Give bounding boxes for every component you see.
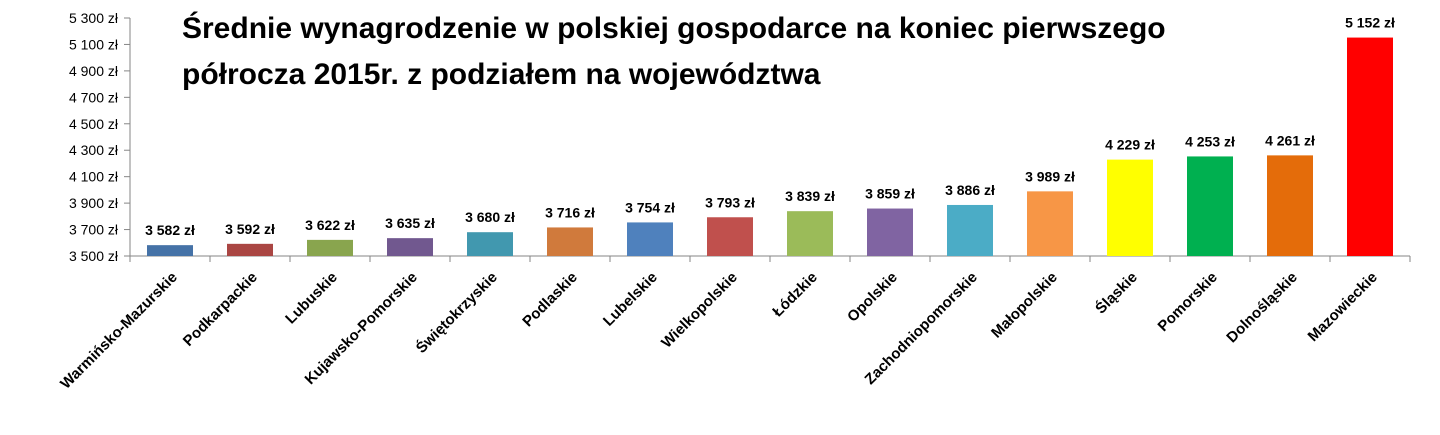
chart-title-line-2: półrocza 2015r. z podziałem na województ… [182,58,821,91]
category-label: Lubelskie [600,269,661,330]
x-axis [129,255,1411,262]
y-tick-label: 3 900 zł [69,195,119,211]
category-label: Wielkopolskie [658,269,741,352]
category-label: Świętokrzyskie [412,268,501,357]
category-label: Podlaskie [519,269,581,331]
y-tick-label: 4 100 zł [69,169,119,185]
bars [147,37,1393,256]
y-tick-label: 4 700 zł [69,89,119,105]
category-label: Warmińsko-Mazurskie [57,269,181,393]
category-label: Mazowieckie [1305,269,1381,345]
category-label: Lubuskie [282,269,341,328]
bar [707,217,753,256]
data-label: 3 886 zł [945,182,995,198]
category-label: Podkarpackie [180,269,261,350]
data-label: 3 680 zł [465,209,515,225]
bar [1347,37,1393,256]
data-label: 3 793 zł [705,194,755,210]
bar [467,232,513,256]
y-tick-label: 4 500 zł [69,116,119,132]
category-label: Pomorskie [1155,269,1221,335]
data-label: 3 635 zł [385,215,435,231]
data-label: 4 229 zł [1105,137,1155,153]
data-label: 3 716 zł [545,204,595,220]
data-label: 3 989 zł [1025,168,1075,184]
bar [627,222,673,256]
bar [867,208,913,256]
data-label: 4 261 zł [1265,132,1315,148]
bar [227,243,273,256]
data-label: 3 622 zł [305,217,355,233]
y-axis: 3 500 zł 3 700 zł 3 900 zł 4 100 zł 4 300 zł… [69,10,131,264]
data-label: 4 253 zł [1185,133,1235,149]
chart-title: Średnie wynagrodzenie w polskiej gospoda… [182,6,1282,98]
bar [1187,156,1233,256]
category-label: Małopolskie [988,269,1061,342]
category-label: Śląskie [1092,268,1141,317]
data-label: 5 152 zł [1345,15,1395,31]
bar [947,204,993,256]
bar [547,227,593,256]
y-tick-label: 3 500 zł [69,248,119,264]
y-tick-label: 4 300 zł [69,142,119,158]
bar [147,245,193,256]
bar [1027,191,1073,256]
y-tick-label: 3 700 zł [69,222,119,238]
value-labels: 3 582 zł 3 592 zł 3 622 zł 3 635 zł 3 680 zł… [145,15,1395,239]
data-label: 3 592 zł [225,221,275,237]
category-label: Dolnośląskie [1223,269,1300,346]
bar [1107,159,1153,256]
data-label: 3 754 zł [625,199,675,215]
bar [307,239,353,256]
bar [387,238,433,256]
data-label: 3 859 zł [865,186,915,202]
category-label: Łódzkie [769,269,821,321]
category-label: Opolskie [844,269,901,326]
data-label: 3 582 zł [145,222,195,238]
y-tick-label: 5 300 zł [69,10,119,26]
bar [787,211,833,256]
y-tick-label: 4 900 zł [69,63,119,79]
data-label: 3 839 zł [785,188,835,204]
y-tick-label: 5 100 zł [69,36,119,52]
chart-title-line-1: Średnie wynagrodzenie w polskiej gospoda… [182,12,1166,45]
bar [1267,155,1313,256]
